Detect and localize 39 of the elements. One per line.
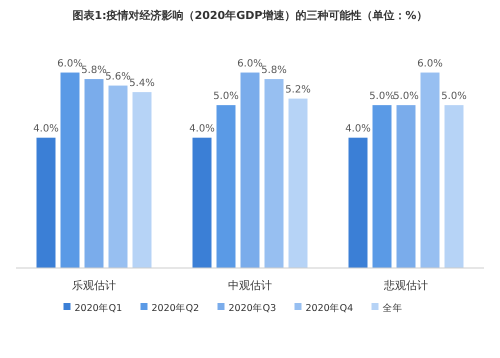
bar xyxy=(348,138,368,268)
data-label: 6.0% xyxy=(237,58,263,70)
data-label: 4.0% xyxy=(189,124,215,135)
legend-label: 2020年Q4 xyxy=(306,302,354,314)
x-tick-label: 乐观估计 xyxy=(72,279,116,292)
bar xyxy=(288,98,308,268)
bar xyxy=(108,86,128,268)
legend-label: 2020年Q1 xyxy=(74,302,122,314)
data-label: 5.4% xyxy=(129,78,155,90)
data-label: 4.0% xyxy=(33,124,59,135)
bar xyxy=(396,105,416,268)
x-tick-label: 悲观估计 xyxy=(383,279,428,292)
data-label: 5.0% xyxy=(441,91,467,102)
data-label: 5.0% xyxy=(213,91,239,102)
chart-title: 图表1:疫情对经济影响（2020年GDP增速）的三种可能性（单位：%） xyxy=(72,9,428,22)
data-label: 5.8% xyxy=(81,65,107,76)
bar xyxy=(240,72,260,268)
data-label: 5.8% xyxy=(261,65,287,76)
legend-label: 全年 xyxy=(382,302,402,314)
data-label: 5.6% xyxy=(105,72,131,83)
bar xyxy=(84,79,104,268)
legend-label: 2020年Q3 xyxy=(228,302,276,314)
bar xyxy=(36,138,56,268)
bar xyxy=(216,105,236,268)
bar xyxy=(372,105,392,268)
bar xyxy=(60,72,80,268)
data-label: 5.0% xyxy=(369,91,395,102)
data-label: 5.2% xyxy=(285,84,311,96)
bar xyxy=(264,79,284,268)
legend-label: 2020年Q2 xyxy=(152,302,200,314)
data-label: 4.0% xyxy=(345,124,371,135)
data-label: 6.0% xyxy=(57,58,83,70)
data-label: 5.0% xyxy=(393,91,419,102)
bar xyxy=(444,105,464,268)
bar xyxy=(132,92,152,268)
bar xyxy=(192,138,212,268)
bar xyxy=(420,72,440,268)
x-tick-label: 中观估计 xyxy=(228,279,272,292)
data-label: 6.0% xyxy=(417,58,443,70)
